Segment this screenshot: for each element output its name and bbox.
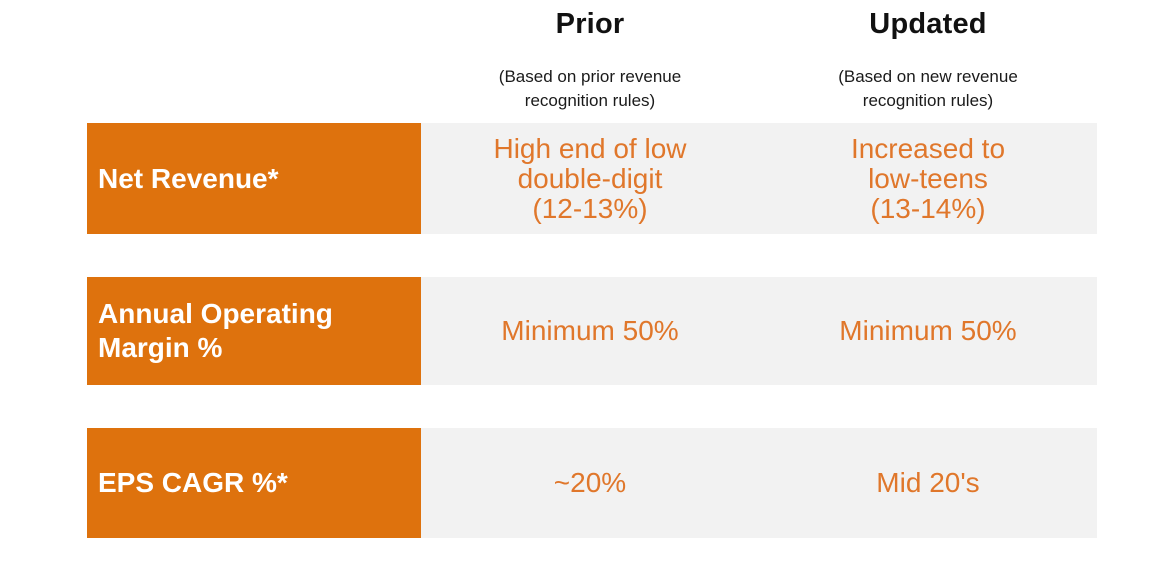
cell-net-revenue-prior: High end of low double-digit (12-13%) (493, 132, 687, 224)
table-row-operating-margin: Annual Operating Margin % Minimum 50% Mi… (0, 277, 1176, 385)
table-row-net-revenue: Net Revenue* High end of low double-digi… (0, 123, 1176, 234)
column-header-updated: Updated (Based on new revenue recognitio… (759, 8, 1097, 113)
row-label-net-revenue: Net Revenue* (87, 123, 421, 234)
column-subtitle-prior: (Based on prior revenue recognition rule… (498, 67, 682, 110)
row-values-operating-margin: Minimum 50% Minimum 50% (421, 277, 1097, 385)
table-row-eps-cagr: EPS CAGR %* ~20% Mid 20's (0, 428, 1176, 538)
row-values-net-revenue: High end of low double-digit (12-13%) In… (421, 123, 1097, 234)
cell-operating-margin-prior: Minimum 50% (501, 315, 679, 346)
row-label-eps-cagr: EPS CAGR %* (87, 428, 421, 538)
cell-eps-cagr-updated: Mid 20's (876, 467, 980, 498)
column-header-prior: Prior (Based on prior revenue recognitio… (421, 8, 759, 113)
cell-operating-margin-updated: Minimum 50% (839, 315, 1017, 346)
row-values-eps-cagr: ~20% Mid 20's (421, 428, 1097, 538)
cell-net-revenue-updated: Increased to low-teens (13-14%) (850, 132, 1006, 224)
column-title-updated: Updated (869, 8, 987, 40)
column-subtitle-updated: (Based on new revenue recognition rules) (838, 67, 1018, 110)
column-title-prior: Prior (555, 8, 625, 40)
row-label-operating-margin: Annual Operating Margin % (87, 277, 421, 385)
cell-eps-cagr-prior: ~20% (553, 467, 627, 498)
